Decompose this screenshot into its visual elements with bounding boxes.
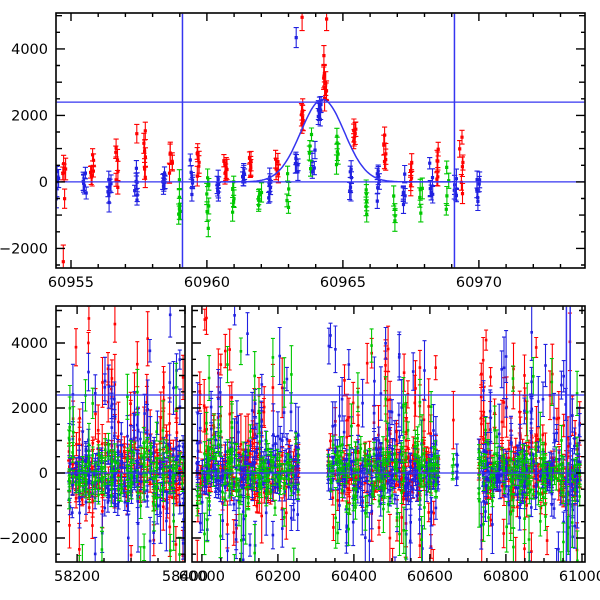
top-panel-axes: 60955 60960 60965 60970 −2000 0 2000 4000 — [0, 12, 586, 291]
bottom-panel-frame — [55, 305, 186, 563]
bottom-panel-ytick-label: 2000 — [11, 401, 48, 417]
bottom-panel-ticks — [56, 306, 186, 562]
top-panel-markers-red — [61, 15, 465, 264]
top-panel-errorbars-red — [60, 13, 466, 268]
top-panel-data-points — [56, 13, 483, 268]
bottom-panel-reference-lines — [56, 394, 185, 474]
top-panel-ytick-label: 2000 — [11, 108, 48, 124]
bottom-panel-xtick-label: 60200 — [255, 569, 301, 585]
bottom-panel-data-points — [67, 306, 185, 562]
top-panel: 60955 60960 60965 60970 −2000 0 2000 4000 — [0, 12, 586, 291]
bottom-panel-ytick-label: 0 — [39, 466, 48, 482]
bottom-panel-data-points — [195, 306, 582, 562]
bottom-panel-axes: 60000 60200 60400 60600 60800 61000 — [179, 305, 600, 585]
top-panel-reference-lines — [56, 13, 585, 268]
model-curve — [220, 98, 452, 183]
bottom-panel-ticks — [192, 306, 585, 562]
bottom-panel-ytick-label: 4000 — [11, 336, 48, 352]
bottom-panel-frame — [191, 305, 586, 563]
bottom-panel-xtick-label: 61000 — [559, 569, 600, 585]
bottom-panel-xtick-label: 60000 — [179, 569, 225, 585]
bottom-panel-ytick-label: −2000 — [0, 531, 48, 547]
top-panel-xtick-label: 60965 — [320, 275, 366, 291]
top-panel-xtick-label: 60960 — [184, 275, 230, 291]
top-panel-xtick-label: 60955 — [48, 275, 94, 291]
top-panel-ytick-label: 4000 — [11, 42, 48, 58]
bottom-panel-xtick-label: 60400 — [331, 569, 377, 585]
bottom-panel-xtick-label: 58400 — [162, 569, 208, 585]
top-panel-frame — [55, 12, 586, 269]
bottom-panel-xtick-label: 58200 — [54, 569, 100, 585]
top-panel-ticks — [56, 13, 585, 268]
bottom-panel-reference-lines — [192, 306, 585, 562]
top-panel-ytick-label: −2000 — [0, 241, 48, 257]
bottom-panel-axes: 58200 58400 −2000 0 2000 4000 — [0, 305, 208, 585]
bottom-panel-xtick-label: 60600 — [407, 569, 453, 585]
top-panel-ytick-label: 0 — [39, 175, 48, 191]
top-panel-xtick-label: 60970 — [456, 275, 502, 291]
bottom-panel-xtick-label: 60800 — [483, 569, 529, 585]
